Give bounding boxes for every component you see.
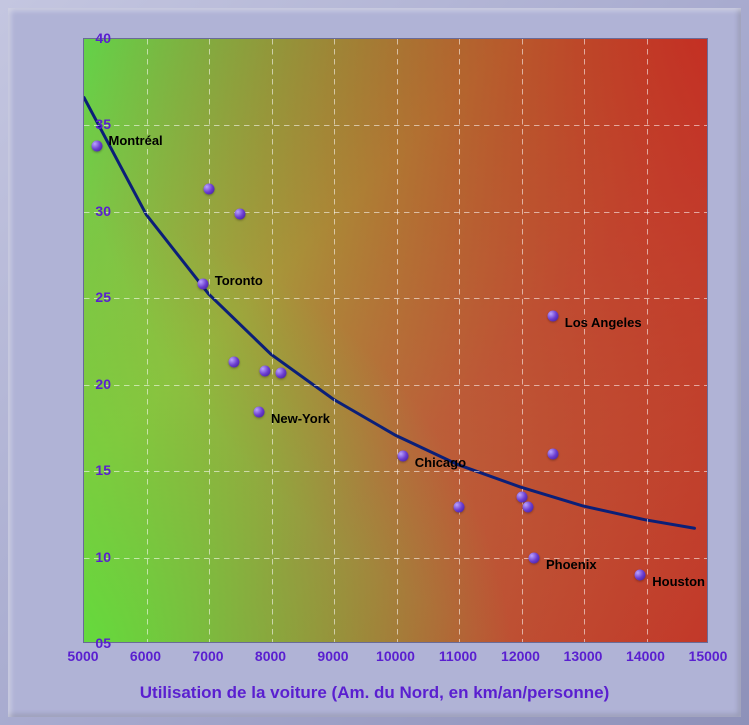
data-point bbox=[260, 365, 271, 376]
data-point-label: Houston bbox=[652, 574, 705, 589]
data-point bbox=[91, 141, 102, 152]
data-point bbox=[204, 184, 215, 195]
x-tick-label: 12000 bbox=[501, 648, 540, 664]
data-point bbox=[547, 310, 558, 321]
grid-line-v bbox=[522, 39, 523, 642]
data-point-label: Montréal bbox=[109, 133, 163, 148]
data-point bbox=[529, 552, 540, 563]
data-point bbox=[635, 569, 646, 580]
y-tick-label: 15 bbox=[95, 462, 111, 478]
data-point bbox=[254, 407, 265, 418]
y-tick-label: 40 bbox=[95, 30, 111, 46]
grid-line-v bbox=[272, 39, 273, 642]
y-tick-label: 25 bbox=[95, 289, 111, 305]
chart-frame: Densité urbaine (Nombre de personnes par… bbox=[8, 8, 741, 717]
grid-line-h bbox=[84, 558, 707, 559]
x-tick-label: 9000 bbox=[317, 648, 348, 664]
data-point bbox=[275, 367, 286, 378]
y-tick-label: 20 bbox=[95, 376, 111, 392]
y-tick-label: 35 bbox=[95, 116, 111, 132]
x-tick-label: 10000 bbox=[376, 648, 415, 664]
grid-line-v bbox=[397, 39, 398, 642]
grid-line-h bbox=[84, 298, 707, 299]
x-tick-label: 14000 bbox=[626, 648, 665, 664]
grid-line-v bbox=[334, 39, 335, 642]
data-point-label: Chicago bbox=[415, 455, 466, 470]
grid-line-h bbox=[84, 471, 707, 472]
x-axis-label: Utilisation de la voiture (Am. du Nord, … bbox=[140, 683, 609, 703]
grid-line-v bbox=[584, 39, 585, 642]
chart-container: Densité urbaine (Nombre de personnes par… bbox=[0, 0, 749, 725]
data-point-label: New-York bbox=[271, 411, 330, 426]
data-point bbox=[454, 502, 465, 513]
data-point bbox=[397, 450, 408, 461]
x-tick-label: 8000 bbox=[255, 648, 286, 664]
grid-line-h bbox=[84, 125, 707, 126]
x-tick-label: 7000 bbox=[192, 648, 223, 664]
plot-background bbox=[84, 39, 707, 642]
x-tick-label: 15000 bbox=[689, 648, 728, 664]
grid-line-v bbox=[209, 39, 210, 642]
data-point bbox=[516, 492, 527, 503]
x-tick-label: 11000 bbox=[439, 648, 477, 664]
data-point bbox=[522, 502, 533, 513]
grid-line-h bbox=[84, 385, 707, 386]
data-point bbox=[547, 448, 558, 459]
data-point bbox=[229, 357, 240, 368]
data-point bbox=[197, 279, 208, 290]
x-tick-label: 13000 bbox=[564, 648, 603, 664]
x-tick-label: 6000 bbox=[130, 648, 161, 664]
plot-area: Montréal Toronto New-York Los Angeles Chicag… bbox=[83, 38, 708, 643]
grid-line-h bbox=[84, 212, 707, 213]
y-tick-label: 30 bbox=[95, 203, 111, 219]
x-tick-label: 5000 bbox=[67, 648, 98, 664]
data-point-label: Los Angeles bbox=[565, 315, 642, 330]
data-point-label: Toronto bbox=[215, 273, 263, 288]
grid-line-v bbox=[647, 39, 648, 642]
data-point bbox=[235, 208, 246, 219]
grid-line-v bbox=[459, 39, 460, 642]
y-tick-label: 10 bbox=[95, 549, 111, 565]
data-point-label: Phoenix bbox=[546, 557, 597, 572]
grid-line-v bbox=[147, 39, 148, 642]
